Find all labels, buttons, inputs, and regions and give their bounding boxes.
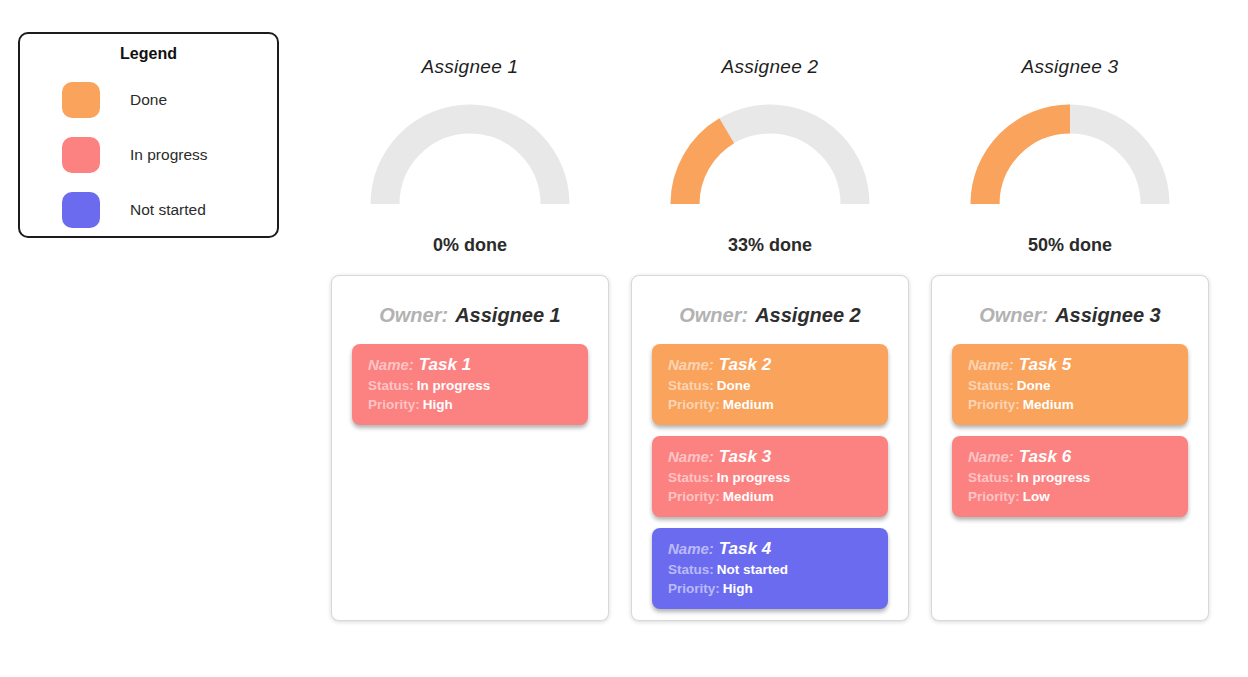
task-status-line: Status:In progress [668, 468, 872, 487]
task-priority-line: Priority:High [668, 579, 872, 598]
task-status-label: Status: [968, 470, 1014, 485]
task-priority: Low [1023, 489, 1050, 504]
legend-box: Legend Done In progress Not started [18, 32, 279, 238]
owner-name: Assignee 1 [455, 304, 561, 326]
task-priority-line: Priority:Low [968, 487, 1172, 506]
task-status-label: Status: [968, 378, 1014, 393]
task-priority-line: Priority:Medium [668, 487, 872, 506]
task-list: Name: Task 1 Status:In progress Priority:… [352, 344, 588, 425]
legend-item-label: Done [130, 91, 167, 109]
legend-item-label: In progress [130, 146, 208, 164]
gauge-percent-label: 0% done [331, 235, 609, 256]
task-name: Task 6 [1019, 447, 1071, 466]
task-name-label: Name: [668, 448, 714, 465]
progress-gauge [960, 98, 1180, 210]
task-priority: High [423, 397, 453, 412]
owner-heading: Owner: Assignee 1 [352, 304, 588, 327]
owner-name: Assignee 2 [755, 304, 861, 326]
task-name-line: Name: Task 2 [668, 353, 872, 376]
task-priority-label: Priority: [968, 397, 1020, 412]
task-tile: Name: Task 5 Status:Done Priority:Medium [952, 344, 1188, 425]
task-list: Name:Task 2 Status:Done Priority:Medium … [652, 344, 888, 609]
task-priority-label: Priority: [668, 489, 720, 504]
legend-title: Legend [20, 45, 277, 63]
task-status-label: Status: [368, 378, 414, 393]
task-tile: Name: Task 1 Status:In progress Priority:… [352, 344, 588, 425]
task-name-label: Name: [968, 356, 1014, 373]
task-name-line: Name: Task 5 [968, 353, 1172, 376]
task-status: In progress [417, 378, 491, 393]
task-status-label: Status: [668, 470, 714, 485]
task-tile: Name: Task 4 Status:Not started Priority:… [652, 528, 888, 609]
task-priority: Medium [1023, 397, 1074, 412]
task-priority-label: Priority: [368, 397, 420, 412]
progress-gauge [660, 98, 880, 210]
task-status: Done [717, 378, 751, 393]
task-name: Task 4 [719, 539, 771, 558]
task-list: Name:Task 5 Status:Done Priority:Medium … [952, 344, 1188, 517]
task-priority-line: Priority:Medium [968, 395, 1172, 414]
task-name-line: Name: Task 1 [368, 353, 572, 376]
gauge-percent-label: 33% done [631, 235, 909, 256]
task-name-line: Name: Task 3 [668, 445, 872, 468]
owner-heading: Owner: Assignee 2 [652, 304, 888, 327]
legend-item-in-progress: In progress [62, 137, 277, 173]
assignee-1-column: Assignee 1 0% done Owner: Assignee 1 Name… [331, 56, 609, 621]
task-name: Task 5 [1019, 355, 1071, 374]
gauge-title: Assignee 1 [331, 56, 609, 78]
task-name-line: Name: Task 4 [668, 537, 872, 560]
task-status: In progress [1017, 470, 1091, 485]
owner-heading: Owner: Assignee 3 [952, 304, 1188, 327]
legend-item-not-started: Not started [62, 192, 277, 228]
owner-label: Owner: [979, 304, 1048, 326]
assignee-3-column: Assignee 3 50% done Owner: Assignee 3 Nam… [931, 56, 1209, 621]
task-priority: Medium [723, 489, 774, 504]
task-name: Task 3 [719, 447, 771, 466]
task-priority-line: Priority:Medium [668, 395, 872, 414]
task-name: Task 1 [419, 355, 471, 374]
owner-name: Assignee 3 [1055, 304, 1161, 326]
task-name-label: Name: [668, 356, 714, 373]
task-name: Task 2 [719, 355, 771, 374]
gauge-title: Assignee 3 [931, 56, 1209, 78]
assignee-2-column: Assignee 2 33% done Owner: Assignee 2 Nam… [631, 56, 909, 621]
task-status-label: Status: [668, 562, 714, 577]
gauge-percent-label: 50% done [931, 235, 1209, 256]
task-name-label: Name: [668, 540, 714, 557]
owner-card: Owner:Assignee 2 Name:Task 2 Status:Done… [631, 275, 909, 621]
task-status: Not started [717, 562, 788, 577]
in-progress-color-swatch [62, 137, 100, 173]
done-color-swatch [62, 82, 100, 118]
task-priority: Medium [723, 397, 774, 412]
owner-label: Owner: [679, 304, 748, 326]
task-priority-line: Priority:High [368, 395, 572, 414]
task-status-line: Status:In progress [968, 468, 1172, 487]
gauge-title: Assignee 2 [631, 56, 909, 78]
task-priority-label: Priority: [668, 581, 720, 596]
task-name-label: Name: [368, 356, 414, 373]
task-name-line: Name: Task 6 [968, 445, 1172, 468]
owner-label: Owner: [379, 304, 448, 326]
task-status-line: Status:Done [668, 376, 872, 395]
task-status: Done [1017, 378, 1051, 393]
owner-card: Owner: Assignee 1 Name: Task 1 Status:In p… [331, 275, 609, 621]
task-name-label: Name: [968, 448, 1014, 465]
task-status-line: Status:In progress [368, 376, 572, 395]
task-tile: Name: Task 3 Status:In progress Priority:… [652, 436, 888, 517]
task-status-label: Status: [668, 378, 714, 393]
task-priority-label: Priority: [968, 489, 1020, 504]
task-status: In progress [717, 470, 791, 485]
progress-gauge [360, 98, 580, 210]
task-tile: Name: Task 2 Status:Done Priority:Medium [652, 344, 888, 425]
not-started-color-swatch [62, 192, 100, 228]
assignee-columns: Assignee 1 0% done Owner: Assignee 1 Name… [331, 56, 1209, 621]
task-tile: Name: Task 6 Status:In progress Priority:… [952, 436, 1188, 517]
legend-item-label: Not started [130, 201, 206, 219]
task-status-line: Status:Done [968, 376, 1172, 395]
owner-card: Owner:Assignee 3 Name:Task 5 Status:Done… [931, 275, 1209, 621]
legend-item-done: Done [62, 82, 277, 118]
task-priority-label: Priority: [668, 397, 720, 412]
task-status-line: Status:Not started [668, 560, 872, 579]
task-priority: High [723, 581, 753, 596]
